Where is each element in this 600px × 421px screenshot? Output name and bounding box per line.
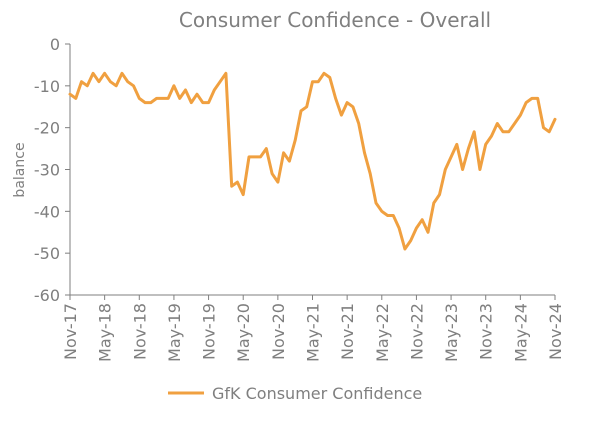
- x-tick-label: May-23: [442, 303, 461, 362]
- legend: GfK Consumer Confidence: [168, 384, 422, 403]
- x-tick-label: May-21: [304, 303, 323, 362]
- x-tick-label: May-20: [234, 303, 253, 362]
- series-layer: [68, 71, 557, 251]
- legend-label: GfK Consumer Confidence: [212, 384, 422, 403]
- x-tick-label: Nov-19: [200, 303, 219, 360]
- series-line-gfk-consumer-confidence: [68, 71, 557, 251]
- x-tick-label: Nov-20: [269, 303, 288, 360]
- x-tick-label: Nov-22: [407, 303, 426, 360]
- y-tick-label: 0: [50, 35, 60, 54]
- x-tick-label: Nov-24: [546, 303, 565, 360]
- x-axis: Nov-17 May-18 Nov-18 May-19 Nov-19 May-20 Nov-…: [61, 294, 565, 362]
- x-tick-label: Nov-21: [338, 303, 357, 360]
- y-tick-label: -30: [34, 161, 60, 180]
- x-tick-label: Nov-17: [61, 303, 80, 360]
- x-tick-label: May-18: [96, 303, 115, 362]
- x-tick-label: May-24: [511, 303, 530, 362]
- y-tick-label: -10: [34, 77, 60, 96]
- y-tick-label: -20: [34, 119, 60, 138]
- y-tick-label: -50: [34, 244, 60, 263]
- x-tick-label: May-19: [165, 303, 184, 362]
- y-axis-label: balance: [12, 142, 28, 197]
- chart-title: Consumer Confidence - Overall: [179, 8, 491, 32]
- y-tick-label: -40: [34, 202, 60, 221]
- y-axis: 0 -10 -20 -30 -40 -50 -60: [34, 35, 71, 305]
- y-tick-label: -60: [34, 286, 60, 305]
- x-tick-label: May-22: [373, 303, 392, 362]
- x-tick-label: Nov-18: [130, 303, 149, 360]
- x-tick-label: Nov-23: [477, 303, 496, 360]
